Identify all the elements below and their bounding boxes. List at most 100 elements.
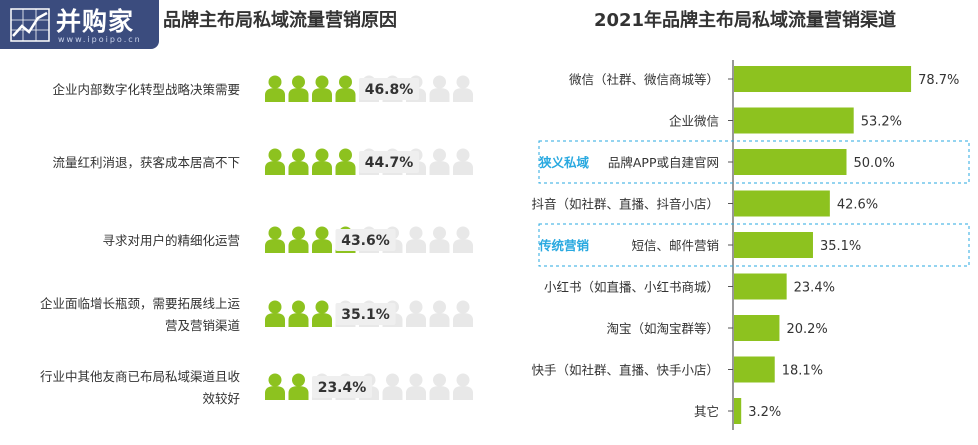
person-icon [453,300,473,327]
person-body [429,161,450,175]
person-body [453,386,473,400]
person-head [292,373,305,387]
channel-label: 快手（如社群、直播、快手小店） [531,363,719,378]
channel-bar [734,190,830,217]
person-body [429,386,450,400]
person-body [429,239,450,253]
value-label: 23.4% [318,380,367,396]
channel-value-label: 78.7% [918,73,959,88]
reason-label: 行业中其他友商已布局私域渠道且收 [40,369,241,384]
channel-value-label: 18.1% [782,364,823,379]
person-icon [429,373,450,400]
person-body [288,239,309,253]
value-label: 46.8% [365,82,414,98]
person-body [288,161,309,175]
person-body [265,239,285,253]
person-head [409,373,423,387]
person-body [288,88,309,102]
person-head [292,148,305,162]
channel-bar [734,273,787,300]
reason-label: 流量红利消退，获客成本居高不下 [52,155,240,170]
person-head [339,148,352,162]
person-icon [288,373,309,400]
channel-value-label: 3.2% [748,405,781,420]
person-head [386,373,399,387]
channel-row: 小红书（如直播、小红书商城） 23.4% [544,273,835,300]
person-body [288,313,309,327]
channel-row: 淘宝（如淘宝群等） 20.2% [606,315,828,341]
person-head [433,148,446,162]
channel-value-label: 20.2% [786,322,827,337]
person-head [268,300,282,314]
person-body [312,313,332,327]
channel-row: 微信（社群、微信商城等） 78.7% [569,66,959,92]
channel-label: 品牌APP或自建官网 [608,155,719,170]
person-head [292,75,305,89]
person-icon [288,300,309,327]
value-label-bg [312,376,372,398]
channel-value-label: 23.4% [794,281,835,296]
person-head [456,300,470,314]
person-head [409,300,423,314]
person-icon [453,373,473,400]
person-body [453,161,473,175]
person-head [339,75,352,89]
person-head [268,226,282,240]
person-head [268,148,282,162]
person-body [453,88,473,102]
person-icon [312,226,332,253]
reason-row: 寻求对用户的精细化运营 43.6% [102,226,473,253]
person-icon [265,373,285,400]
left-chart-title: 品牌主布局私域流量营销原因 [163,9,397,31]
brand-name: 并购家 [56,7,135,36]
person-body [453,313,473,327]
person-head [456,226,470,240]
person-body [335,88,356,102]
person-body [406,313,426,327]
person-body [453,239,473,253]
channel-label: 抖音（如社群、直播、抖音小店） [531,197,719,212]
person-head [433,226,446,240]
person-icon [288,75,309,102]
person-body [406,239,426,253]
channel-row: 抖音（如社群、直播、抖音小店） 42.6% [531,190,878,217]
person-head [433,75,446,89]
person-body [265,88,285,102]
channel-label: 其它 [694,404,719,419]
person-icon [429,226,450,253]
person-icon [288,226,309,253]
annotation-label: 狭义私域 [538,155,590,170]
person-head [456,148,470,162]
brand-logo: 并购家 www.ipoipo.cn [0,0,159,49]
channel-bar [734,315,780,341]
channel-row: 其它 3.2% [694,398,781,424]
value-label-bg [335,229,396,251]
channel-row: 品牌APP或自建官网 50.0% [608,149,895,175]
annotation-box [538,223,970,267]
person-icon [335,148,356,175]
person-body [312,239,332,253]
right-chart-title: 2021年品牌主布局私域流量营销渠道 [594,9,896,31]
value-label: 43.6% [341,233,390,249]
person-icon [406,373,426,400]
person-icon [335,75,356,102]
person-head [292,300,305,314]
person-body [382,386,403,400]
channel-value-label: 50.0% [854,156,895,171]
person-head [456,75,470,89]
reason-label: 营及营销渠道 [165,318,241,333]
person-icon [288,148,309,175]
person-icon [265,300,285,327]
person-icon [453,148,473,175]
person-body [429,313,450,327]
value-label-bg [359,151,419,173]
person-icon [429,148,450,175]
person-body [265,313,285,327]
reason-row: 流量红利消退，获客成本居高不下 44.7% [52,148,473,175]
person-head [268,75,282,89]
person-icon [312,300,332,327]
person-body [265,161,285,175]
value-label: 44.7% [365,155,414,171]
person-head [433,373,446,387]
